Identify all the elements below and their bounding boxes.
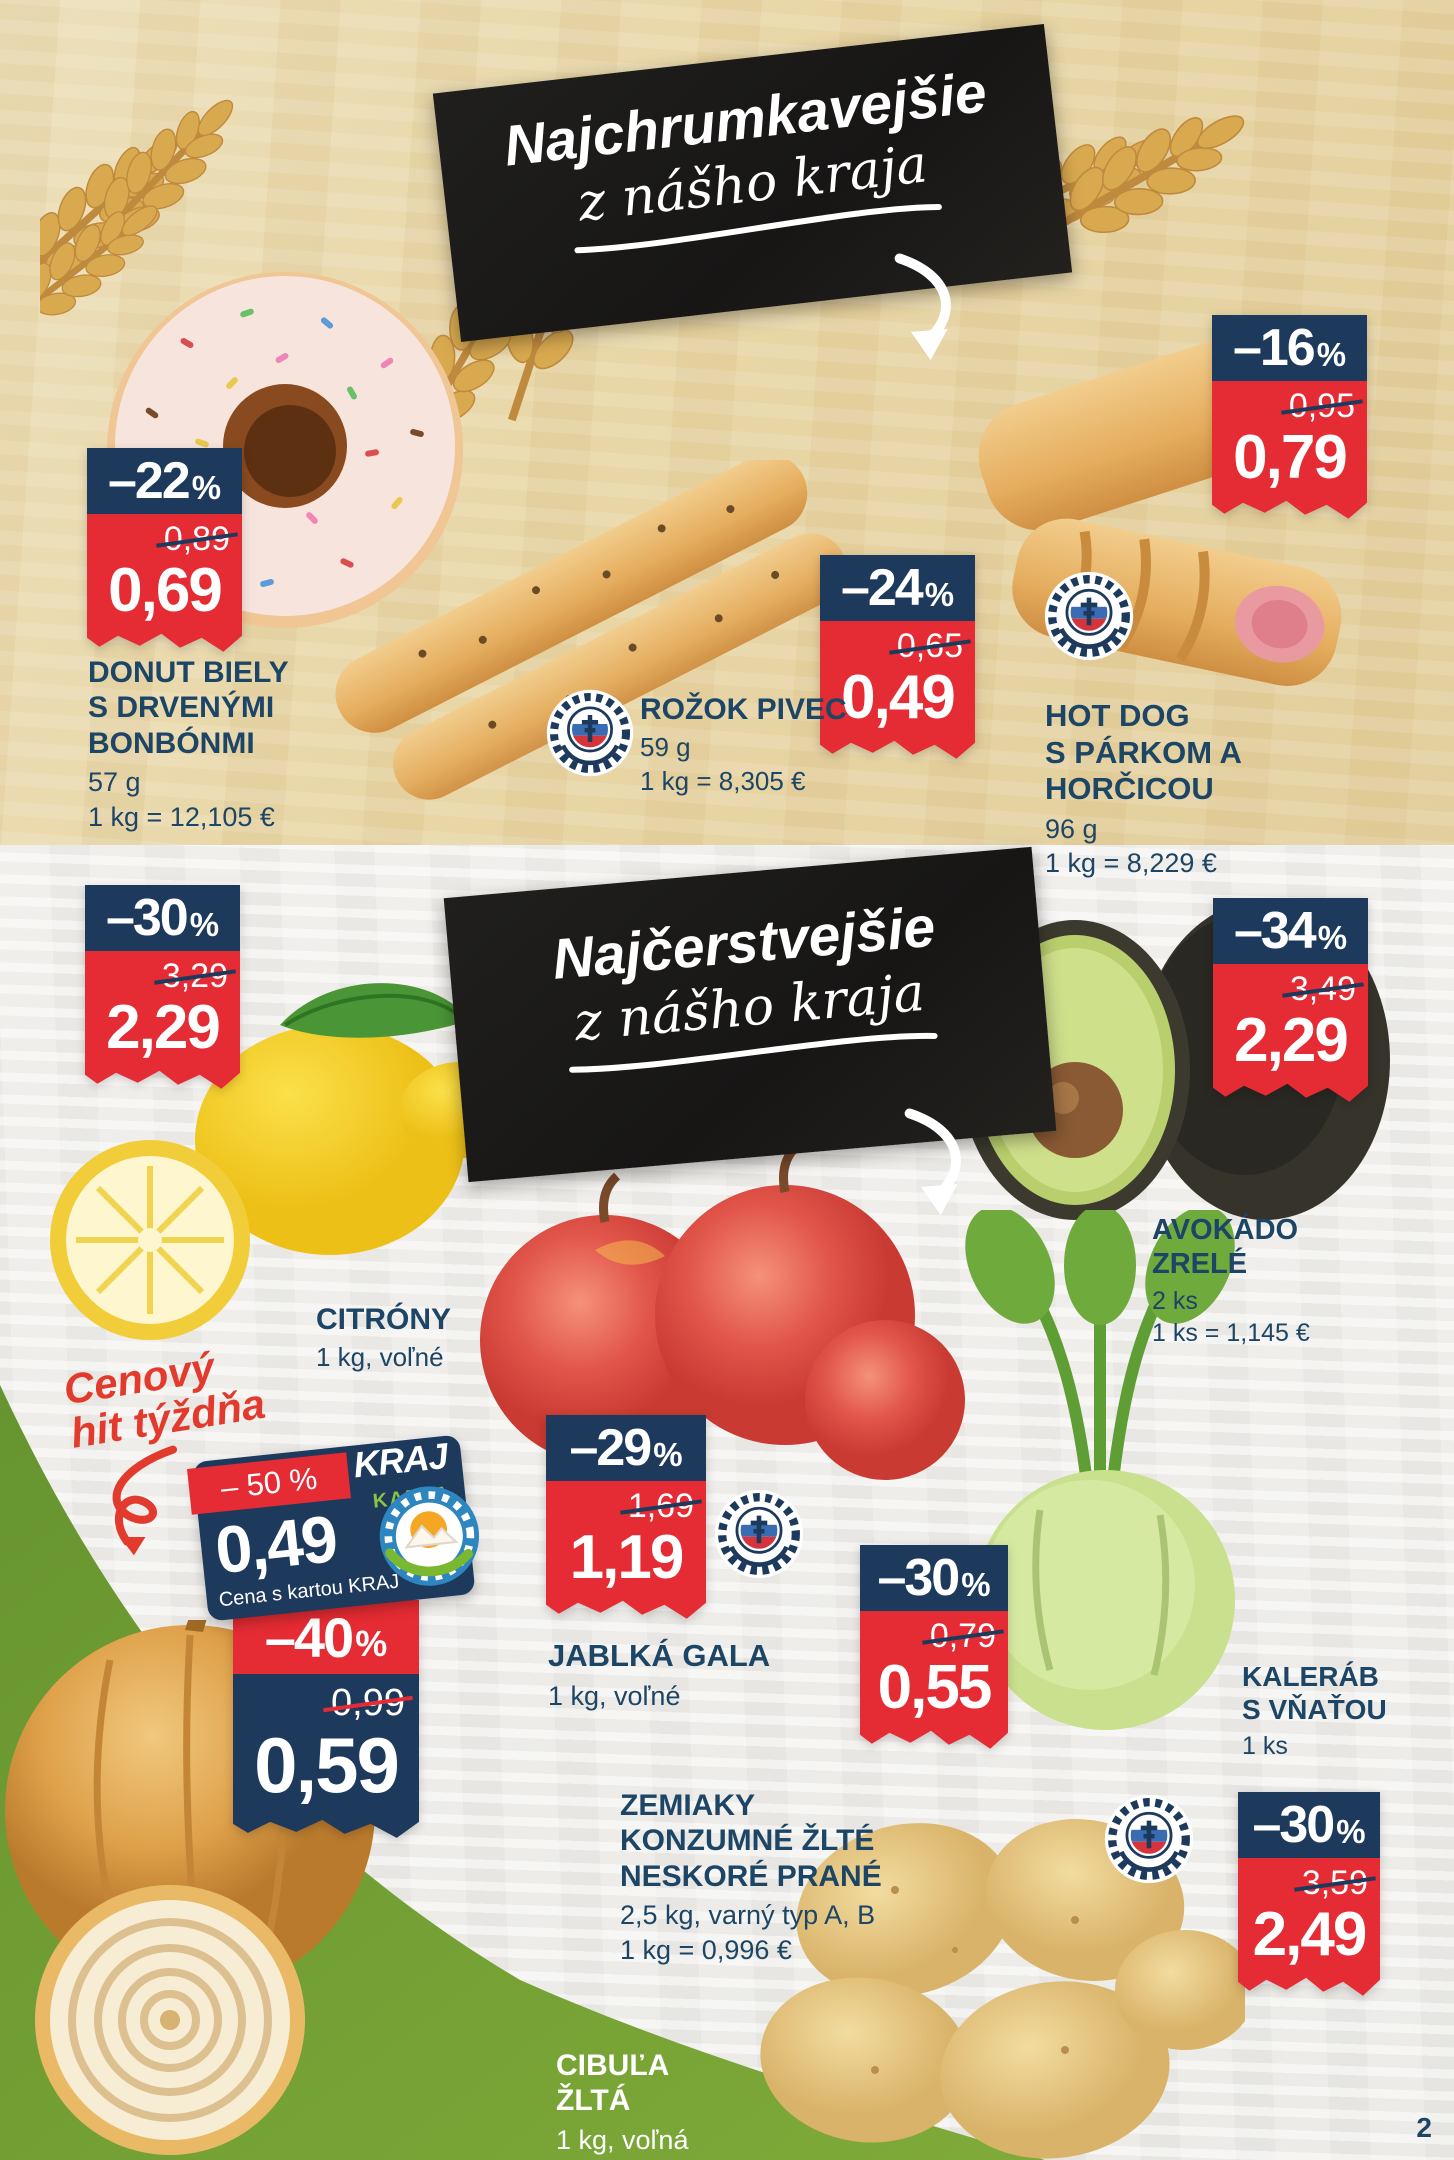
new-price: 0,59	[254, 1720, 398, 1809]
product-name: JABLKÁ GALA	[548, 1638, 771, 1673]
kraj-logo-icon	[379, 1486, 480, 1586]
percent-sign: %	[1316, 336, 1347, 373]
bread-rolls-image	[335, 460, 847, 800]
product-name: AVOKÁDO ZRELÉ	[1152, 1214, 1299, 1281]
product-info-avokado: AVOKÁDO ZRELÉ 2 ks 1 ks = 1,145 €	[1152, 1213, 1392, 1349]
price-badge-avokado: –34% 3,49 2,29	[1213, 898, 1368, 1102]
product-details: 1 kg, voľné	[316, 1342, 444, 1373]
kraj-brand: KRAJ	[351, 1434, 450, 1486]
board-arrow-icon	[904, 1108, 961, 1216]
new-price: 0,49	[841, 662, 954, 732]
new-price: 0,79	[1233, 422, 1346, 492]
new-price: 2,29	[106, 992, 219, 1062]
discount-value: –30	[105, 889, 189, 947]
product-details: 1 kg, voľná	[556, 2124, 689, 2155]
apples-image	[480, 1142, 965, 1480]
price-badge-citrony: –30% 3,29 2,29	[85, 885, 240, 1089]
slovak-quality-logo-icon	[1043, 570, 1135, 662]
product-name: KALERÁB S VŇAŤOU	[1242, 1661, 1387, 1726]
onion-image	[5, 1620, 375, 2155]
discount-value: –24	[840, 559, 924, 617]
hit-arrow-icon	[112, 1445, 178, 1556]
discount-value: –30	[877, 1549, 960, 1607]
percent-sign: %	[1336, 1813, 1366, 1850]
discount-value: –30	[1252, 1796, 1335, 1854]
price-badge-hotdog: –16% 0,95 0,79	[1212, 315, 1367, 519]
price-badge-jablka: –29% 1,69 1,19	[546, 1415, 706, 1619]
new-price: 2,49	[1252, 1899, 1366, 1969]
board-arrow-icon	[894, 253, 951, 361]
product-details: 1 ks	[1242, 1732, 1288, 1761]
old-price: 0,89	[163, 520, 230, 558]
discount-value: –34	[1233, 902, 1317, 960]
percent-sign: %	[653, 1436, 683, 1473]
percent-sign: %	[191, 469, 222, 506]
percent-sign: %	[961, 1566, 991, 1603]
product-info-zemiaky: ZEMIAKY KONZUMNÉ ŽLTÉ NESKORÉ PRANÉ 2,5 kg…	[620, 1788, 930, 1967]
product-name: DONUT BIELY S DRVENÝMI BONBÓNMI	[88, 656, 289, 760]
kraj-card-price: 0,49	[211, 1501, 340, 1588]
price-badge-kalerab: –30% 0,79 0,55	[860, 1545, 1008, 1749]
price-badge-donut: –22% 0,89 0,69	[87, 448, 242, 652]
underline-swoosh	[573, 204, 942, 254]
price-badge-zemiaky: –30% 3,59 2,49	[1238, 1792, 1380, 1996]
product-name: CITRÓNY	[316, 1303, 451, 1336]
underline-swoosh	[569, 1032, 938, 1073]
product-info-kalerab: KALERÁB S VŇAŤOU 1 ks	[1242, 1660, 1402, 1762]
old-price: 0,65	[896, 627, 963, 665]
percent-sign: %	[1317, 919, 1348, 956]
product-details: 2 ks 1 ks = 1,145 €	[1152, 1287, 1310, 1348]
price-badge-kraj-cibula: –40% 0,99 0,59	[233, 1600, 419, 1838]
product-name: CIBUĽA ŽLTÁ	[556, 2049, 670, 2118]
old-price: 3,29	[161, 957, 228, 995]
percent-sign: %	[189, 906, 220, 943]
product-name: ROŽOK PIVEC	[640, 693, 847, 726]
product-info-citrony: CITRÓNY 1 kg, voľné	[316, 1302, 536, 1375]
slovak-quality-logo-icon	[545, 688, 635, 778]
new-price: 2,29	[1234, 1005, 1347, 1075]
price-badge-rozok: –24% 0,65 0,49	[820, 555, 975, 759]
product-info-jablka: JABLKÁ GALA 1 kg, voľné	[548, 1638, 808, 1713]
discount-value: –29	[569, 1419, 652, 1477]
old-price: 3,59	[1301, 1864, 1368, 1902]
new-price: 0,69	[108, 555, 221, 625]
slovak-quality-logo-icon	[1103, 1793, 1195, 1885]
old-price: 3,49	[1289, 970, 1356, 1008]
discount-value: –16	[1232, 319, 1316, 377]
percent-sign: %	[924, 576, 955, 613]
discount-value: –40	[264, 1605, 354, 1669]
kraj-card-badge: – 50 % KRAJ KARTA 0,49 Cena s kartou KRA…	[187, 1434, 480, 1622]
product-name: HOT DOG S PÁRKOM A HORČICOU	[1045, 698, 1241, 807]
old-price: 0,95	[1288, 387, 1355, 425]
kohlrabi-image	[965, 1210, 1235, 1730]
old-price: 1,69	[627, 1487, 694, 1525]
old-price: 0,79	[929, 1617, 996, 1655]
chalkboard-fresh: Najčerstvejšie z nášho kraja	[443, 846, 1057, 1183]
product-name: ZEMIAKY KONZUMNÉ ŽLTÉ NESKORÉ PRANÉ	[620, 1789, 882, 1893]
new-price: 0,55	[877, 1652, 991, 1722]
chalkboard-bakery: Najchrumkavejšie z nášho kraja	[432, 23, 1073, 343]
percent-sign: %	[355, 1623, 388, 1664]
potatoes-image	[760, 1819, 1245, 2159]
old-price: 0,99	[331, 1682, 405, 1724]
discount-value: –22	[107, 452, 191, 510]
new-price: 1,19	[569, 1522, 683, 1592]
product-info-cibula: CIBUĽA ŽLTÁ 1 kg, voľná	[556, 2048, 776, 2157]
slovak-quality-logo-icon	[713, 1488, 805, 1580]
page-number: 2	[1416, 2112, 1432, 2143]
product-details: 1 kg, voľné	[548, 1680, 681, 1711]
